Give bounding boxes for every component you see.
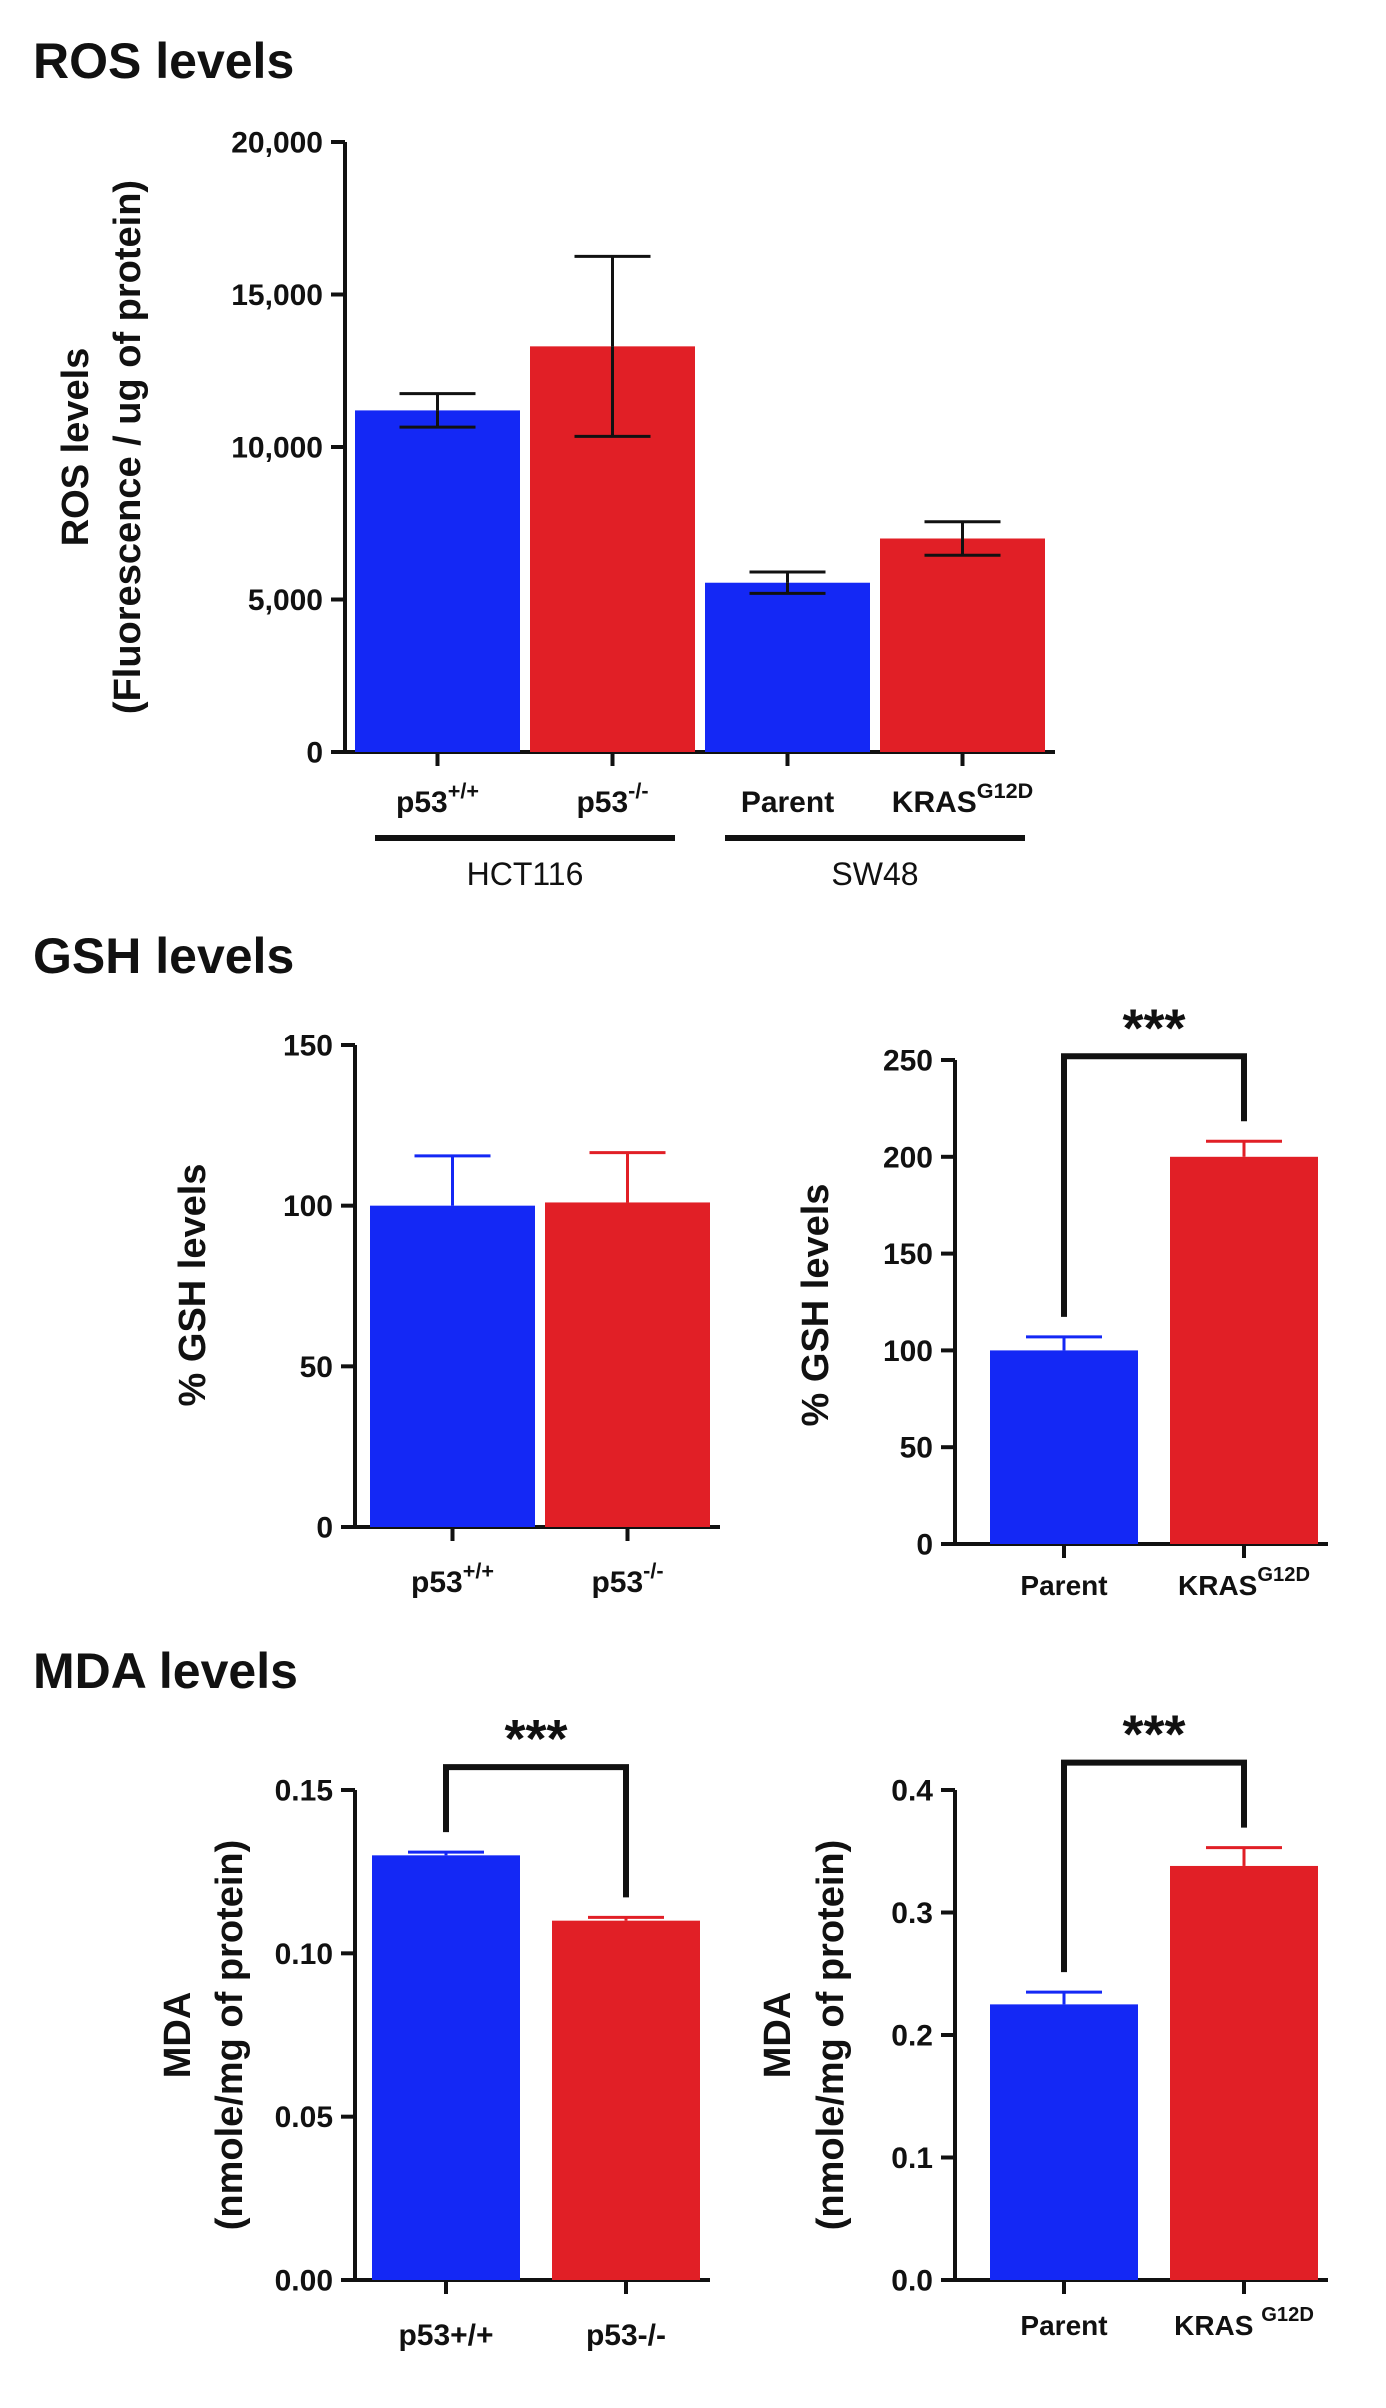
bar	[355, 410, 520, 752]
y-tick-label: 100	[283, 1190, 333, 1223]
x-tick-label: KRAS G12D	[1174, 2304, 1314, 2341]
y-axis-label: % GSH levels	[795, 1184, 837, 1427]
y-axis-label: % GSH levels	[172, 1164, 214, 1407]
y-tick-label: 150	[883, 1238, 933, 1271]
bar	[1170, 1865, 1318, 2280]
bar	[552, 1920, 700, 2280]
chart-3: 0 50 100 150 200 250 % GSH levels Parent KRASG12…	[795, 998, 1328, 1601]
y-tick-label: 10,000	[231, 432, 323, 465]
y-tick-label: 200	[883, 1141, 933, 1174]
y-axis-label: (nmole/mg of protein)	[810, 1840, 852, 2231]
x-tick-label: p53-/-	[586, 2319, 666, 2352]
x-tick-label: p53+/+	[396, 778, 479, 819]
bar	[990, 2004, 1138, 2280]
x-tick-label: p53-/-	[576, 778, 648, 819]
chart-2: 0 50 100 150 % GSH levels p53+/+ p53-/-	[172, 1030, 720, 1599]
y-axis-label: (nmole/mg of protein)	[209, 1840, 251, 2231]
bar	[1170, 1156, 1318, 1544]
y-tick-label: 5,000	[248, 584, 323, 617]
bar	[990, 1350, 1138, 1544]
significance-bracket	[443, 1764, 629, 1898]
bar	[372, 1855, 520, 2280]
y-tick-label: 250	[883, 1045, 933, 1078]
bar	[545, 1202, 710, 1527]
y-axis-label: ROS levels	[55, 348, 97, 547]
y-tick-label: 0	[916, 1529, 933, 1562]
y-tick-label: 0.3	[891, 1897, 933, 1930]
chart-4: 0.00 0.05 0.10 0.15 MDA (nmole/mg of protein)…	[157, 1709, 710, 2352]
y-tick-label: 20,000	[231, 127, 323, 160]
y-tick-label: 0.2	[891, 2020, 933, 2053]
section-title-mda: MDA levels	[33, 1643, 298, 1699]
y-tick-label: 15,000	[231, 279, 323, 312]
bar	[705, 582, 870, 752]
y-tick-label: 0.1	[891, 2142, 933, 2175]
bar	[880, 538, 1045, 752]
x-tick-label: Parent	[1020, 2310, 1107, 2341]
x-tick-label: KRASG12D	[892, 778, 1033, 819]
charts-layer: 0 5,000 10,000 15,000 20,000 ROS levels (Fluor…	[55, 127, 1328, 2352]
significance-label: ***	[1122, 1705, 1185, 1765]
significance-label: ***	[504, 1709, 567, 1769]
x-tick-label: KRASG12D	[1178, 1564, 1310, 1601]
y-tick-label: 50	[300, 1351, 333, 1384]
significance-bracket	[1061, 1759, 1247, 1973]
y-tick-label: 150	[283, 1030, 333, 1063]
x-tick-label: p53+/+	[398, 2319, 493, 2352]
group-label: SW48	[831, 856, 918, 892]
y-tick-label: 0	[316, 1512, 333, 1545]
bar	[370, 1205, 535, 1527]
y-tick-label: 0.4	[891, 1775, 933, 1808]
chart-5: 0.0 0.1 0.2 0.3 0.4 MDA (nmole/mg of protein) P…	[757, 1705, 1328, 2341]
x-tick-label: p53+/+	[411, 1558, 494, 1599]
y-tick-label: 50	[900, 1432, 933, 1465]
y-tick-label: 0.05	[275, 2101, 333, 2134]
y-tick-label: 0.10	[275, 1938, 333, 1971]
section-title-ros: ROS levels	[33, 33, 294, 89]
y-tick-label: 0.0	[891, 2265, 933, 2298]
x-tick-label: p53-/-	[591, 1558, 663, 1599]
y-tick-label: 0.00	[275, 2265, 333, 2298]
y-tick-label: 100	[883, 1335, 933, 1368]
y-axis-label: (Fluorescence / ug of protein)	[107, 180, 149, 714]
x-tick-label: Parent	[1020, 1570, 1107, 1601]
y-axis-label: MDA	[157, 1992, 199, 2079]
y-tick-label: 0.15	[275, 1775, 333, 1808]
chart-1: 0 5,000 10,000 15,000 20,000 ROS levels (Fluor…	[55, 127, 1055, 892]
y-axis-label: MDA	[757, 1992, 799, 2079]
x-tick-label: Parent	[741, 786, 834, 819]
significance-bracket	[1061, 1053, 1247, 1317]
significance-label: ***	[1122, 998, 1185, 1058]
group-label: HCT116	[467, 856, 584, 892]
section-title-gsh: GSH levels	[33, 928, 294, 984]
y-tick-label: 0	[306, 737, 323, 770]
